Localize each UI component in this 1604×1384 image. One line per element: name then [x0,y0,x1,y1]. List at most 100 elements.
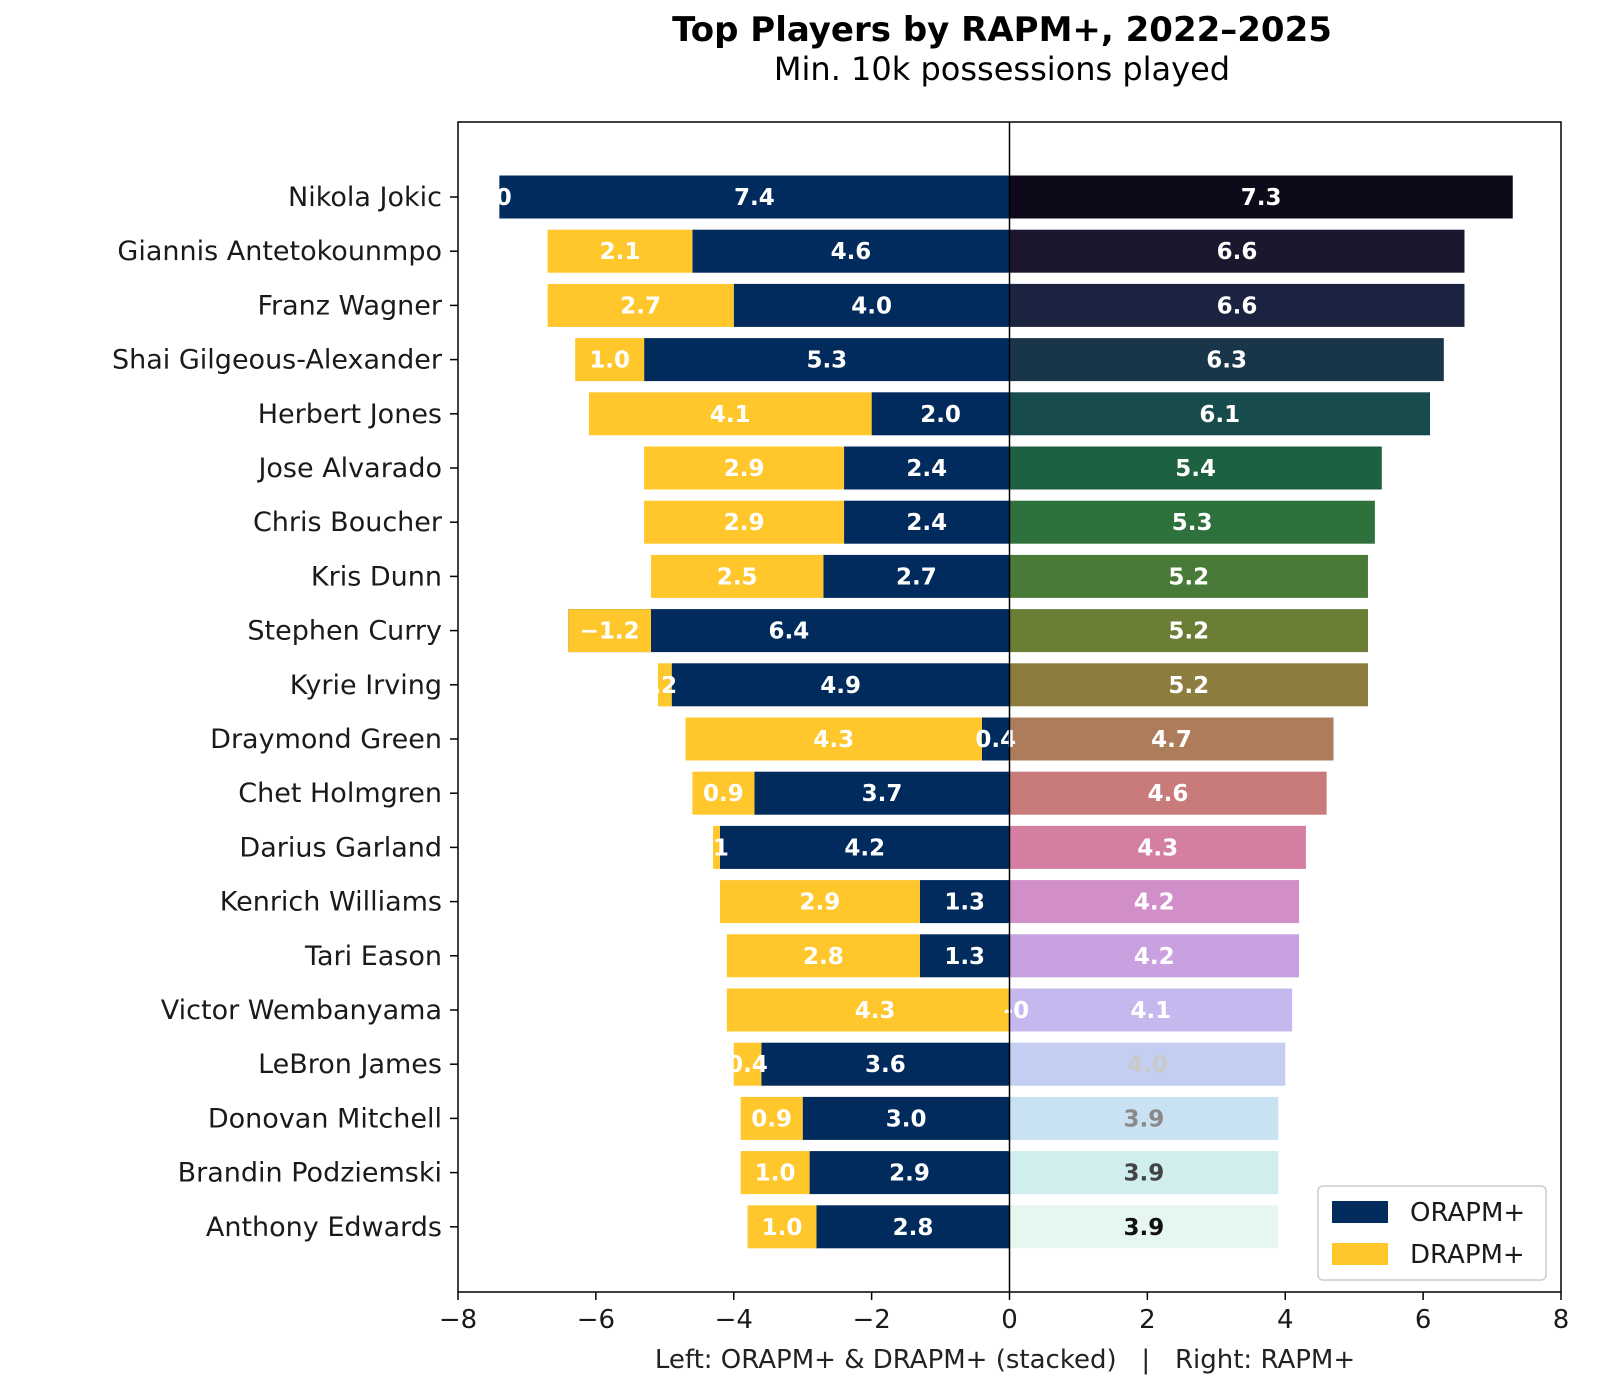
rapm-bar [1009,1151,1279,1195]
drapm-bar [685,717,982,761]
orapm-bar [844,446,1010,490]
orapm-bar [823,554,1010,598]
orapm-value-label: 3.0 [886,1106,927,1132]
rapm-bar [1009,392,1431,436]
orapm-value-label: 2.8 [893,1215,934,1241]
orapm-value-label: 4.9 [820,673,861,699]
rapm-value-label: 5.2 [1168,673,1209,699]
rapm-bar [1009,500,1375,544]
orapm-bar [692,229,1010,273]
orapm-value-label: 4.0 [851,293,892,319]
orapm-value-label: 2.7 [896,564,937,590]
drapm-bar [651,554,824,598]
x-tick-label: −8 [439,1305,477,1335]
drapm-value-label: 0.9 [751,1106,792,1132]
drapm-bar [726,934,920,978]
x-tick-label: 2 [1139,1305,1156,1335]
player-name-label: Chris Boucher [253,507,443,538]
x-axis-label: Left: ORAPM+ & DRAPM+ (stacked) | Right:… [655,1345,1355,1375]
orapm-value-label: 3.6 [865,1052,906,1078]
rapm-bar [1009,609,1368,653]
drapm-bar [726,988,1024,1032]
player-name-label: Kyrie Irving [290,670,442,701]
rapm-bar [1009,1205,1279,1249]
bar-labels-group: 7.4 .0 7.3 4.6 2.1 6.6 4.0 2.7 6.6 5.3 1.0 6.3 2.0 4.… [487,185,1282,1241]
orapm-bar [802,1096,1010,1140]
drapm-value-label: 1.0 [755,1161,796,1187]
orapm-bar [809,1151,1010,1195]
player-name-label: LeBron James [258,1049,442,1080]
player-name-label: Nikola Jokic [288,182,442,213]
drapm-bar [713,825,720,869]
legend: ORAPM+ DRAPM+ [1317,1185,1547,1281]
rapm-bar [1009,1042,1286,1086]
player-name-label: Kenrich Williams [220,887,442,918]
drapm-value-label: 2.9 [724,510,765,536]
legend-label: DRAPM+ [1410,1240,1525,1270]
drapm-bar [740,1151,810,1195]
rapm-value-label: 4.2 [1134,944,1175,970]
rapm-value-label: 5.2 [1168,619,1209,645]
rapm-value-label: 5.3 [1172,510,1213,536]
drapm-value-label: 1.0 [762,1215,803,1241]
drapm-value-label: .2 [652,673,677,699]
drapm-value-label: 0.4 [727,1052,768,1078]
orapm-bar [981,717,1010,761]
orapm-bar [719,825,1010,869]
drapm-value-label: 2.1 [600,239,641,265]
orapm-bar [816,1205,1010,1249]
drapm-bar [547,283,734,327]
rapm-bar [1009,1096,1279,1140]
orapm-value-label: 3.7 [862,781,903,807]
rapm-bars-group [1009,175,1513,1249]
orapm-bar [919,934,1010,978]
rapm-value-label: 4.1 [1130,998,1171,1024]
rapm-bar [1009,880,1300,924]
player-name-label: Shai Gilgeous-Alexander [112,345,443,376]
orapm-bar [871,392,1010,436]
rapm-bar [1009,663,1368,707]
orapm-value-label: 5.3 [806,348,847,374]
orapm-bar [844,500,1010,544]
rapm-bar [1009,934,1300,978]
player-name-label: Donovan Mitchell [208,1103,442,1134]
drapm-bar [547,229,693,273]
chart-subtitle: Min. 10k possessions played [773,50,1231,88]
rapm-bar [1009,338,1444,382]
rapm-value-label: 5.2 [1168,564,1209,590]
drapm-value-label: 2.7 [620,293,661,319]
rapm-value-label: 6.6 [1217,239,1258,265]
orapm-bar [499,175,1010,219]
rapm-value-label: 3.9 [1124,1106,1165,1132]
orapm-value-label: 2.4 [906,510,947,536]
drapm-value-label: .0 [487,185,512,211]
orapm-value-label: 2.0 [920,402,961,428]
x-tick-label: −4 [715,1305,753,1335]
drapm-value-label: 2.9 [724,456,765,482]
orapm-value-label: 4.2 [844,835,885,861]
x-tick-label: −6 [577,1305,615,1335]
chart-title: Top Players by RAPM+, 2022–2025 [672,10,1332,50]
rapm-bar [1009,446,1382,490]
player-name-label: Herbert Jones [258,399,442,430]
rapm-value-label: 6.6 [1217,293,1258,319]
drapm-value-label: 4.3 [813,727,854,753]
rapm-bar [1009,717,1334,761]
rapm-value-label: 4.3 [1137,835,1178,861]
orapm-value-label: 6.4 [769,619,810,645]
axes-group: Nikola Jokic Giannis Antetokounmpo Franz W… [112,121,1569,1335]
drapm-bar [644,500,845,544]
player-name-label: Draymond Green [210,724,442,755]
drapm-value-label: 2.5 [717,564,758,590]
player-name-label: Anthony Edwards [206,1212,442,1243]
x-tick-label: −2 [852,1305,890,1335]
orapm-value-label: 2.4 [906,456,947,482]
drapm-value-label: 1.0 [589,348,630,374]
drapm-value-label: .1 [704,835,729,861]
orapm-bar [919,880,1010,924]
rapm-value-label: 4.7 [1151,727,1192,753]
rapm-value-label: 6.1 [1199,402,1240,428]
rapm-value-label: 4.6 [1148,781,1189,807]
player-name-label: Darius Garland [239,832,442,863]
